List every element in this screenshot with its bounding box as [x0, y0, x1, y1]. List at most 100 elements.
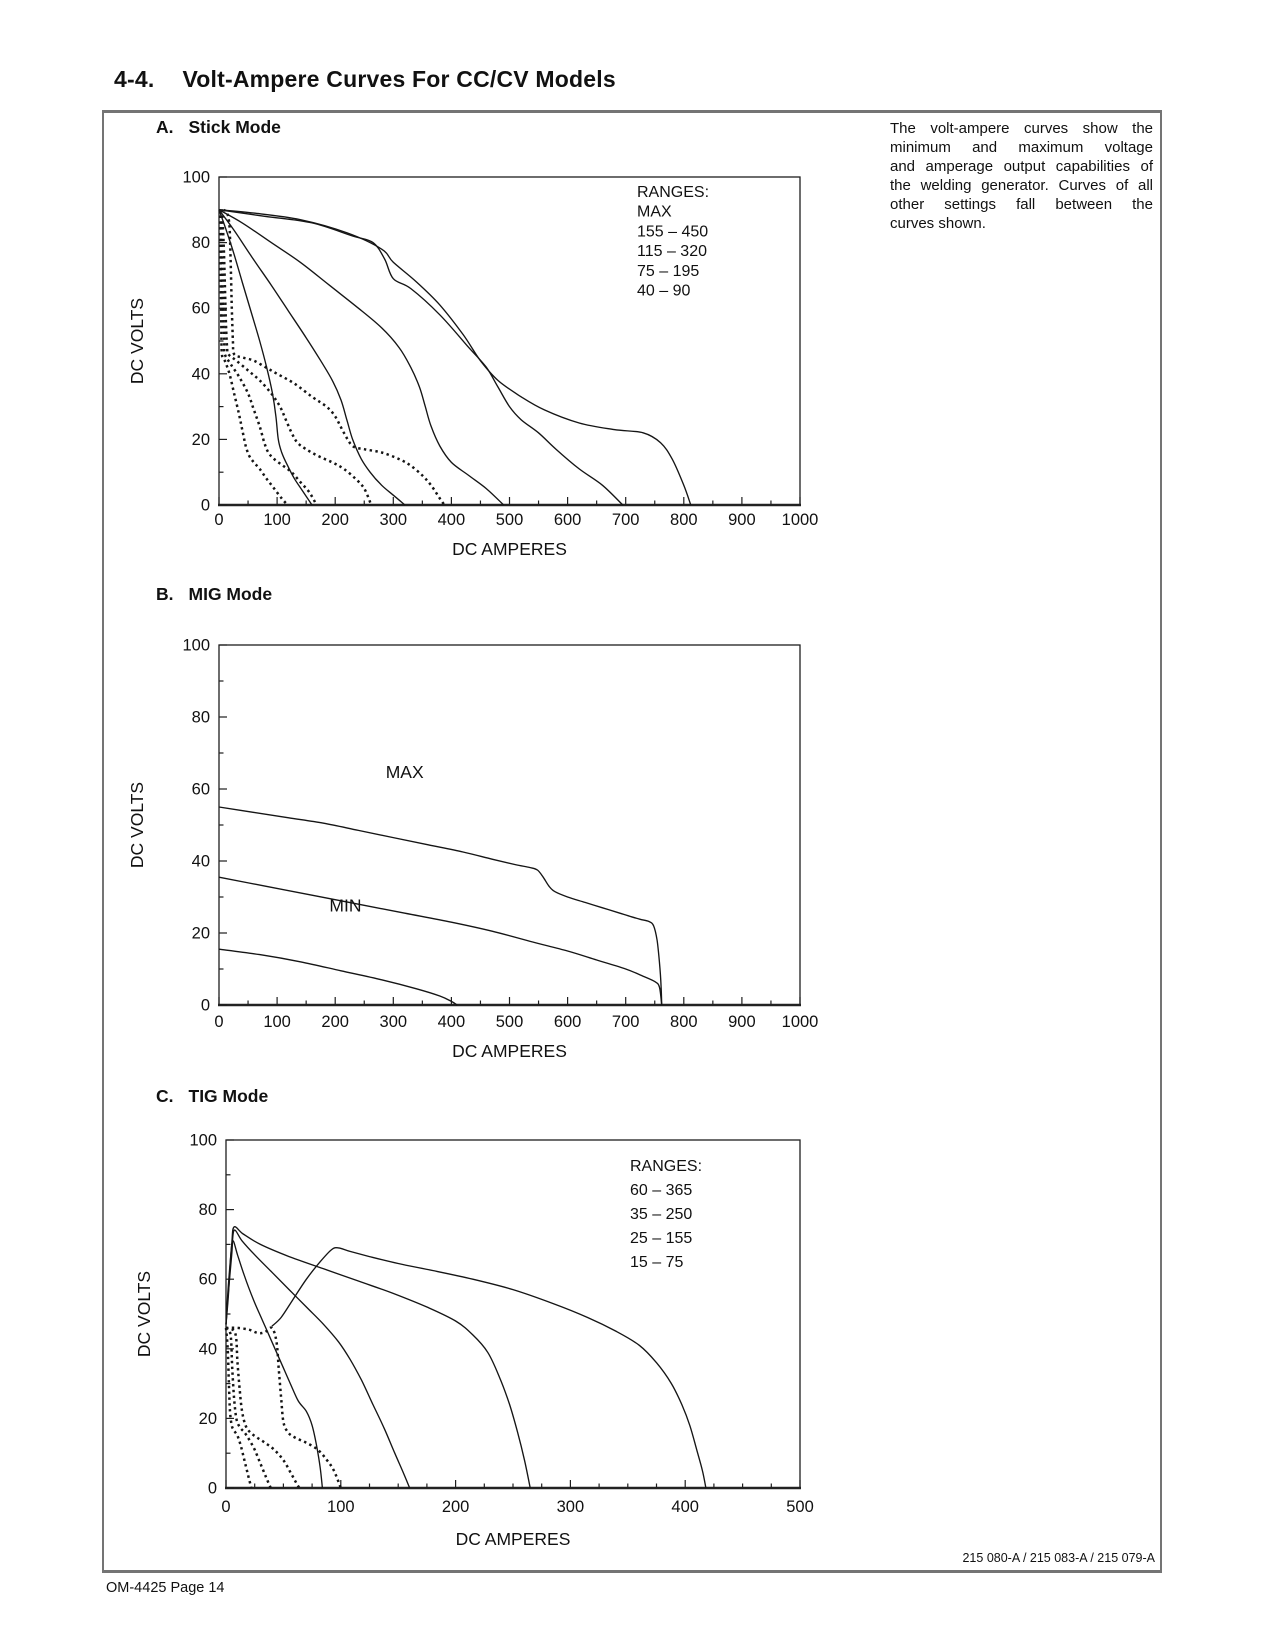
legend-line: RANGES:	[630, 1158, 702, 1175]
x-tick-label: 600	[554, 511, 582, 529]
curve-tig-range-35-min	[225, 1326, 301, 1489]
plot-frame	[225, 1139, 801, 1489]
curve-tig-range-35-250-max	[225, 1226, 531, 1489]
description-line: minimum and maximum voltage	[890, 139, 1153, 156]
y-tick-label: 60	[192, 781, 210, 799]
description-line: curves shown.	[890, 215, 986, 232]
plot-frame	[218, 176, 801, 506]
heading-a-title: Stick Mode	[188, 117, 281, 137]
curve-tig-range-15-75-max	[225, 1240, 324, 1489]
y-tick-label: 20	[192, 925, 210, 943]
curve-stick-range-75-195-max	[218, 209, 406, 506]
curve-mig-max	[218, 806, 663, 1006]
curve-stick-range-115-320-max	[218, 209, 505, 506]
legend-line: MAX	[637, 204, 672, 221]
description-paragraph: The volt-ampere curves show the minimum a…	[890, 119, 1153, 233]
x-tick-label: 200	[442, 1498, 470, 1516]
x-tick-label: 100	[327, 1498, 355, 1516]
y-tick-label: 60	[192, 300, 210, 318]
legend-line: 75 – 195	[637, 263, 699, 280]
y-tick-label: 100	[182, 637, 210, 655]
curve-tig-range-60-365-max	[271, 1247, 707, 1489]
x-tick-label: 600	[554, 1013, 582, 1031]
y-tick-label: 60	[199, 1271, 217, 1289]
heading-b-title: MIG Mode	[188, 584, 273, 604]
heading-c-label: C.	[156, 1086, 174, 1106]
legend-line: 60 – 365	[630, 1182, 692, 1199]
y-tick-label: 0	[201, 497, 210, 515]
x-tick-label: 800	[670, 511, 698, 529]
x-tick-label: 500	[786, 1498, 814, 1516]
page-title: 4-4. Volt-Ampere Curves For CC/CV Models	[114, 66, 616, 93]
heading-b-label: B.	[156, 584, 174, 604]
x-tick-label: 900	[728, 511, 756, 529]
x-tick-label: 400	[671, 1498, 699, 1516]
x-axis-title: DC AMPERES	[452, 1041, 567, 1061]
curve-stick-range-155-450-max	[218, 209, 624, 506]
curve-stick-range-115-min	[220, 209, 373, 506]
x-tick-label: 400	[438, 1013, 466, 1031]
x-tick-label: 400	[438, 511, 466, 529]
legend-line: 40 – 90	[637, 283, 690, 300]
y-axis-title: DC VOLTS	[127, 782, 147, 868]
y-tick-label: 100	[189, 1132, 217, 1150]
plot-frame	[218, 644, 801, 1006]
y-tick-label: 40	[192, 853, 210, 871]
heading-a-label: A.	[156, 117, 174, 137]
chart-mig-mode: 0 100 200 300 400 500 600 700 800 900 1000 0 20 40 60 8…	[127, 637, 818, 1062]
curve-tig-range-25-155-max	[225, 1229, 411, 1489]
description-line: The volt-ampere curves show the	[890, 120, 1153, 137]
x-tick-label: 300	[557, 1498, 585, 1516]
y-tick-label: 0	[208, 1480, 217, 1498]
curve-stick-range-155-min	[222, 208, 446, 506]
x-tick-label: 700	[612, 1013, 640, 1031]
y-tick-label: 100	[182, 169, 210, 187]
y-axis-title: DC VOLTS	[134, 1271, 154, 1357]
x-tick-label: 700	[612, 511, 640, 529]
y-tick-label: 20	[192, 431, 210, 449]
heading-stick-mode: A. Stick Mode	[156, 117, 281, 138]
curve-stick-max	[218, 209, 692, 506]
y-tick-label: 40	[199, 1340, 217, 1358]
description-line: the welding generator. Curves of all	[890, 177, 1153, 194]
y-tick-label: 0	[201, 997, 210, 1015]
y-axis-title: DC VOLTS	[127, 298, 147, 384]
curve-mig-mid	[218, 876, 663, 1006]
x-tick-label: 200	[321, 1013, 349, 1031]
x-tick-label: 100	[263, 1013, 291, 1031]
x-tick-label: 0	[214, 1013, 223, 1031]
curve-stick-range-75-min	[219, 209, 318, 506]
content-border-box	[102, 110, 1162, 1573]
heading-c-title: TIG Mode	[188, 1086, 269, 1106]
x-tick-label: 1000	[782, 1013, 819, 1031]
curve-mig-min	[218, 948, 458, 1006]
figure-reference-numbers: 215 080-A / 215 083-A / 215 079-A	[962, 1551, 1155, 1565]
x-axis-title: DC AMPERES	[456, 1529, 571, 1549]
heading-tig-mode: C. TIG Mode	[156, 1086, 268, 1107]
curve-tig-range-25-min	[224, 1326, 272, 1489]
x-tick-label: 500	[496, 511, 524, 529]
curve-stick-range-40-min	[218, 209, 289, 506]
section-title-text: Volt-Ampere Curves For CC/CV Models	[182, 66, 616, 92]
curve-stick-range-40-90-max	[218, 209, 313, 506]
y-tick-label: 20	[199, 1410, 217, 1428]
legend-line: 35 – 250	[630, 1206, 692, 1223]
x-tick-label: 200	[321, 511, 349, 529]
description-line: other settings fall between the	[890, 196, 1153, 213]
x-tick-label: 900	[728, 1013, 756, 1031]
y-tick-label: 80	[192, 709, 210, 727]
description-line: and amperage output capabilities of	[890, 158, 1153, 175]
manual-page-number: OM-4425 Page 14	[106, 1580, 225, 1596]
curve-tig-range-60-min	[225, 1326, 342, 1489]
x-tick-label: 1000	[782, 511, 819, 529]
x-tick-label: 500	[496, 1013, 524, 1031]
legend-line: 15 – 75	[630, 1254, 683, 1271]
y-tick-label: 80	[192, 234, 210, 252]
legend-line: RANGES:	[637, 184, 709, 201]
x-tick-label: 0	[214, 511, 223, 529]
curve-label-max: MAX	[386, 762, 424, 782]
curve-label-min: MIN	[329, 895, 361, 915]
x-tick-label: 300	[380, 511, 408, 529]
